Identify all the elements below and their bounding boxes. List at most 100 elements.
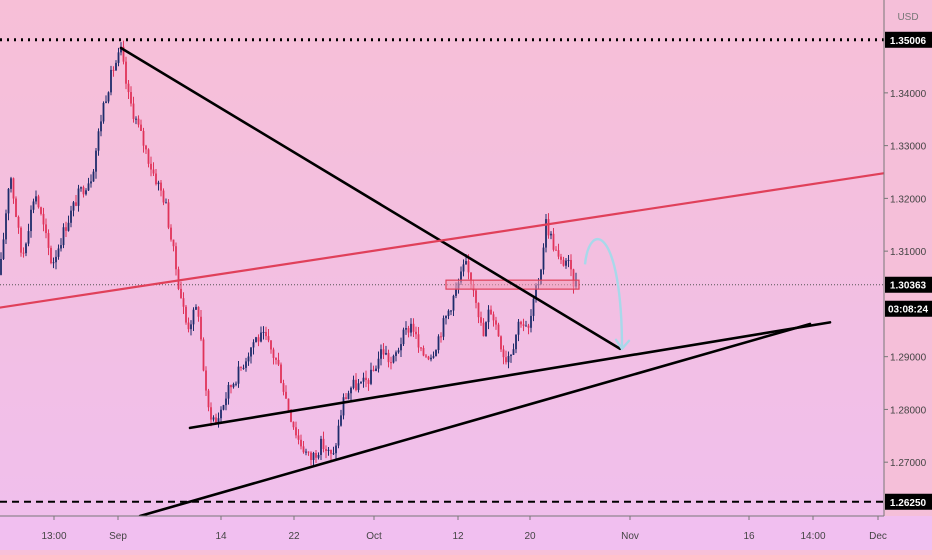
candle-body: [60, 245, 62, 249]
candle-body: [432, 356, 435, 358]
candle-body: [250, 347, 252, 357]
candle-body: [172, 239, 175, 247]
candle-body: [77, 188, 80, 206]
candle-body: [295, 427, 297, 436]
candle-body: [517, 321, 520, 335]
time-axis-background: [0, 516, 932, 550]
x-tick-label: 14: [215, 531, 227, 542]
resistance-line[interactable]: [0, 171, 887, 309]
candle-body: [310, 452, 312, 461]
candle-body: [465, 261, 467, 265]
currency-label: USD: [897, 12, 918, 23]
candle-body: [480, 317, 482, 323]
candle-body: [280, 364, 282, 384]
candle-body: [387, 352, 390, 363]
candle-body: [127, 83, 130, 93]
candle-body: [365, 377, 367, 381]
candle-body: [277, 359, 280, 365]
candle-body: [270, 340, 272, 350]
candle-body: [302, 446, 305, 453]
price-tags-layer: 1.35006 1.26250 1.30363 03:08:24: [885, 31, 932, 510]
candle-body: [540, 269, 542, 285]
candle-body: [12, 178, 15, 199]
upper-trendline[interactable]: [119, 46, 622, 351]
candle-body: [332, 453, 335, 455]
candle-body: [287, 398, 290, 412]
candle-body: [395, 352, 397, 356]
candle-body: [447, 310, 450, 316]
candle-body: [0, 258, 2, 275]
candle-body: [220, 409, 222, 419]
candle-body: [512, 349, 515, 355]
candle-body: [135, 118, 137, 120]
candle-body: [497, 324, 500, 337]
candle-body: [525, 325, 527, 327]
x-tick-label: Sep: [109, 531, 127, 542]
candle-body: [567, 259, 570, 261]
candle-body: [495, 320, 497, 325]
candle-body: [352, 379, 355, 388]
candle-body: [32, 201, 35, 210]
low-price-tag: 1.26250: [890, 498, 927, 509]
x-tick-label: 16: [743, 531, 755, 542]
candle-body: [80, 187, 82, 189]
candle-body: [422, 347, 425, 356]
candle-body: [195, 306, 197, 310]
price-axis-background: [884, 0, 932, 516]
candle-body: [437, 336, 440, 351]
candle-body: [360, 381, 362, 384]
candle-body: [492, 314, 495, 321]
candle-body: [502, 349, 505, 358]
candle-body: [377, 358, 380, 369]
candle-body: [407, 328, 410, 333]
candle-body: [397, 350, 400, 353]
candle-body: [415, 331, 417, 335]
candle-body: [507, 356, 510, 363]
projection-arrow[interactable]: [583, 237, 624, 349]
candle-body: [527, 325, 530, 328]
candle-body: [67, 222, 70, 231]
candle-body: [380, 349, 382, 359]
x-tick-label: Oct: [366, 531, 382, 542]
candle-body: [370, 369, 372, 384]
candle-body: [30, 209, 32, 232]
candle-body: [210, 407, 212, 420]
candle-body: [490, 309, 492, 315]
candle-body: [520, 321, 522, 325]
bar-countdown-tag-bg: [885, 300, 932, 317]
candle-body: [297, 435, 300, 440]
current-price-tag: 1.30363: [890, 281, 927, 292]
candle-body: [155, 173, 157, 185]
candle-body: [385, 352, 387, 355]
lower-trendline[interactable]: [138, 322, 812, 518]
candle-body: [535, 285, 537, 299]
x-tick-label: 12: [452, 531, 464, 542]
candle-body: [475, 290, 477, 303]
high-price-tag-bg: [885, 31, 932, 48]
candle-body: [430, 357, 432, 360]
candle-body: [300, 439, 302, 447]
candle-body: [247, 356, 250, 362]
candle-body: [150, 163, 152, 170]
candle-body: [255, 337, 257, 343]
candle-body: [97, 131, 100, 151]
candle-body: [45, 224, 47, 234]
candle-body: [2, 239, 5, 259]
candle-body: [235, 383, 237, 385]
candle-body: [275, 357, 277, 360]
candle-body: [110, 69, 112, 93]
support-trendline[interactable]: [188, 321, 832, 430]
candle-body: [202, 339, 205, 371]
x-tick-label: Nov: [621, 531, 639, 542]
candle-body: [257, 337, 260, 342]
x-tick-label: 14:00: [800, 531, 825, 542]
candle-body: [87, 183, 90, 191]
candle-body: [157, 182, 160, 185]
candle-body: [467, 261, 470, 273]
candle-body: [292, 421, 295, 428]
candle-body: [565, 260, 567, 266]
candle-body: [175, 246, 177, 270]
candle-body: [372, 369, 375, 371]
candle-body: [267, 336, 270, 341]
